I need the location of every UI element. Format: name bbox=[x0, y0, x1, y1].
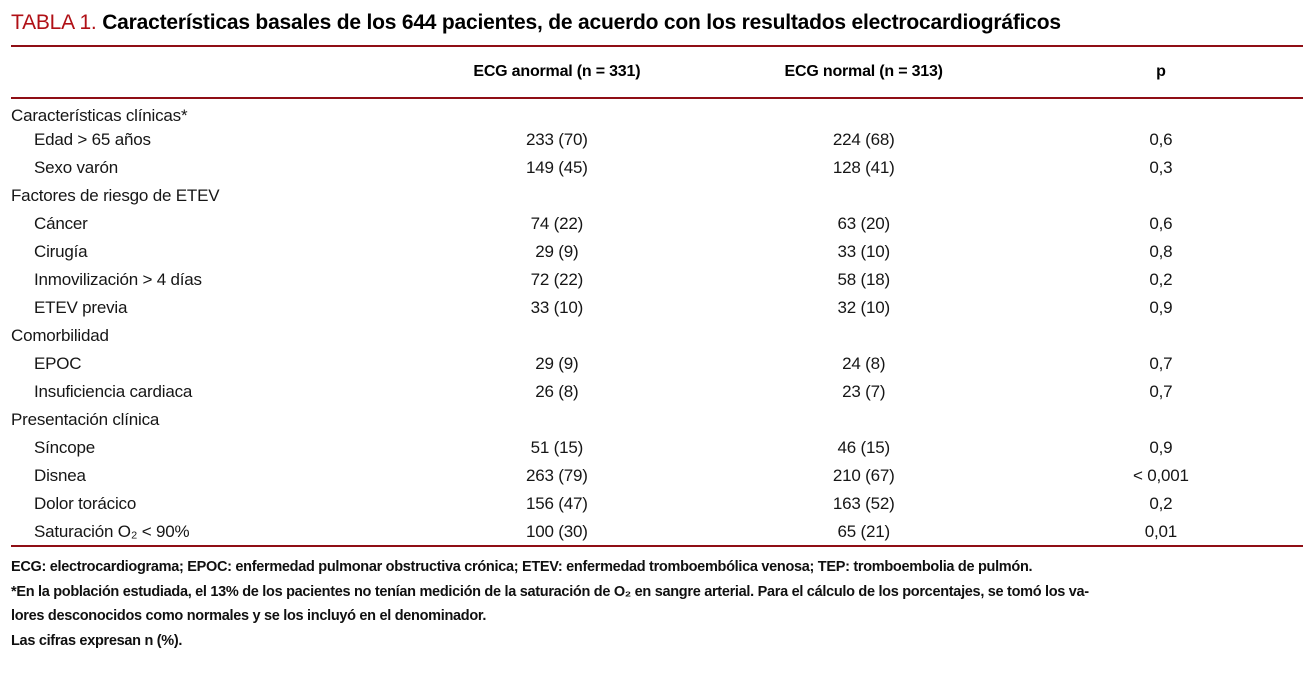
ecg-anormal-value: 74 (22) bbox=[530, 214, 584, 233]
row-label: Cáncer bbox=[34, 214, 88, 233]
table-row: EPOC 29 (9) 24 (8) 0,7 bbox=[11, 350, 1303, 378]
table-body: Características clínicas* Edad > 65 años 2… bbox=[11, 98, 1303, 546]
row-label: Inmovilización > 4 días bbox=[34, 270, 202, 289]
row-label: Comorbilidad bbox=[11, 326, 109, 345]
p-value bbox=[1019, 182, 1303, 210]
table-row: Disnea 263 (79) 210 (67) < 0,001 bbox=[11, 462, 1303, 490]
ecg-anormal-value: 29 (9) bbox=[535, 354, 579, 373]
row-label: Características clínicas* bbox=[11, 105, 188, 125]
row-label: Presentación clínica bbox=[11, 410, 160, 429]
ecg-normal-value: 224 (68) bbox=[832, 130, 895, 149]
header-empty bbox=[11, 45, 406, 99]
table-figure: TABLA 1. Características basales de los … bbox=[11, 8, 1303, 653]
ecg-anormal-value bbox=[405, 182, 709, 210]
row-label: EPOC bbox=[34, 354, 82, 373]
p-value: 0,7 bbox=[1149, 354, 1173, 373]
footnote-line: ECG: electrocardiograma; EPOC: enfermeda… bbox=[11, 559, 1033, 575]
p-value: 0,7 bbox=[1149, 382, 1173, 401]
row-label: Cirugía bbox=[34, 242, 88, 261]
section-row: Presentación clínica bbox=[11, 406, 1303, 434]
section-row: Características clínicas* bbox=[11, 98, 1303, 126]
ecg-normal-value bbox=[709, 182, 1019, 210]
ecg-normal-value: 23 (7) bbox=[842, 382, 886, 401]
table-footnotes: ECG: electrocardiograma; EPOC: enfermeda… bbox=[11, 547, 1303, 653]
p-value: 0,3 bbox=[1149, 158, 1173, 177]
table-row: Sexo varón 149 (45) 128 (41) 0,3 bbox=[11, 154, 1303, 182]
row-label: Disnea bbox=[34, 466, 86, 485]
ecg-normal-value: 32 (10) bbox=[837, 298, 890, 317]
ecg-anormal-value bbox=[405, 98, 709, 126]
row-label: Síncope bbox=[34, 438, 95, 457]
footnote-line: Las cifras expresan n (%). bbox=[11, 632, 183, 649]
ecg-anormal-value: 263 (79) bbox=[525, 466, 588, 485]
row-label: ETEV previa bbox=[34, 298, 128, 317]
p-value bbox=[1019, 322, 1303, 350]
table-row: Saturación O₂ < 90% 100 (30) 65 (21) 0,01 bbox=[11, 518, 1303, 546]
table-title: Características basales de los 644 pacie… bbox=[102, 11, 1061, 34]
ecg-normal-value: 128 (41) bbox=[832, 158, 895, 177]
p-value: 0,8 bbox=[1149, 242, 1173, 261]
section-row: Comorbilidad bbox=[11, 322, 1303, 350]
ecg-normal-value: 65 (21) bbox=[837, 521, 890, 541]
row-label: Edad > 65 años bbox=[34, 130, 151, 149]
table-row: ETEV previa 33 (10) 32 (10) 0,9 bbox=[11, 294, 1303, 322]
p-value: 0,6 bbox=[1149, 130, 1173, 149]
ecg-normal-value bbox=[709, 98, 1019, 126]
section-row: Factores de riesgo de ETEV bbox=[11, 182, 1303, 210]
ecg-normal-value bbox=[709, 322, 1019, 350]
p-value bbox=[1019, 406, 1303, 434]
characteristics-table: ECG anormal (n = 331) ECG normal (n = 31… bbox=[11, 45, 1303, 547]
ecg-normal-value: 210 (67) bbox=[832, 466, 895, 485]
ecg-normal-value bbox=[709, 406, 1019, 434]
ecg-normal-value: 63 (20) bbox=[837, 214, 890, 233]
header-p: p bbox=[1018, 45, 1303, 99]
ecg-anormal-value: 26 (8) bbox=[535, 382, 579, 401]
ecg-anormal-value: 149 (45) bbox=[525, 158, 588, 177]
p-value: 0,9 bbox=[1149, 298, 1173, 317]
p-value: 0,01 bbox=[1144, 521, 1178, 541]
footnote-line: lores desconocidos como normales y se lo… bbox=[11, 608, 487, 624]
table-row: Dolor torácico 156 (47) 163 (52) 0,2 bbox=[11, 490, 1303, 518]
ecg-anormal-value: 100 (30) bbox=[525, 521, 588, 541]
ecg-normal-value: 24 (8) bbox=[842, 354, 886, 373]
table-row: Cirugía 29 (9) 33 (10) 0,8 bbox=[11, 238, 1303, 266]
row-label: Dolor torácico bbox=[34, 494, 137, 513]
ecg-anormal-value: 29 (9) bbox=[535, 242, 579, 261]
table-row: Insuficiencia cardiaca 26 (8) 23 (7) 0,7 bbox=[11, 378, 1303, 406]
row-label: Saturación O₂ < 90% bbox=[34, 521, 190, 541]
header-ecg-normal: ECG normal (n = 313) bbox=[708, 45, 1019, 99]
p-value: 0,2 bbox=[1149, 270, 1173, 289]
table-row: Cáncer 74 (22) 63 (20) 0,6 bbox=[11, 210, 1303, 238]
ecg-anormal-value: 156 (47) bbox=[525, 494, 588, 513]
p-value bbox=[1019, 98, 1303, 126]
table-number-label: TABLA 1. bbox=[11, 11, 97, 34]
header-ecg-anormal: ECG anormal (n = 331) bbox=[405, 45, 709, 99]
row-label: Sexo varón bbox=[34, 158, 118, 177]
ecg-normal-value: 58 (18) bbox=[837, 270, 890, 289]
ecg-anormal-value: 51 (15) bbox=[530, 438, 584, 457]
row-label: Factores de riesgo de ETEV bbox=[11, 186, 220, 205]
row-label: Insuficiencia cardiaca bbox=[34, 382, 193, 401]
ecg-normal-value: 33 (10) bbox=[837, 242, 890, 261]
ecg-anormal-value: 72 (22) bbox=[530, 270, 584, 289]
ecg-anormal-value: 233 (70) bbox=[525, 130, 588, 149]
table-caption: TABLA 1. Características basales de los … bbox=[11, 8, 1303, 45]
ecg-anormal-value bbox=[405, 406, 709, 434]
p-value: < 0,001 bbox=[1132, 466, 1189, 485]
table-row: Síncope 51 (15) 46 (15) 0,9 bbox=[11, 434, 1303, 462]
table-row: Edad > 65 años 233 (70) 224 (68) 0,6 bbox=[11, 126, 1303, 154]
footnote-line: *En la población estudiada, el 13% de lo… bbox=[11, 583, 1089, 600]
table-header: ECG anormal (n = 331) ECG normal (n = 31… bbox=[11, 45, 1303, 99]
p-value: 0,9 bbox=[1149, 438, 1173, 457]
header-row: ECG anormal (n = 331) ECG normal (n = 31… bbox=[11, 45, 1303, 99]
p-value: 0,2 bbox=[1149, 494, 1173, 513]
p-value: 0,6 bbox=[1149, 214, 1173, 233]
ecg-anormal-value: 33 (10) bbox=[530, 298, 584, 317]
ecg-normal-value: 163 (52) bbox=[832, 494, 895, 513]
table-row: Inmovilización > 4 días 72 (22) 58 (18) 0,2 bbox=[11, 266, 1303, 294]
ecg-anormal-value bbox=[405, 322, 709, 350]
ecg-normal-value: 46 (15) bbox=[837, 438, 890, 457]
